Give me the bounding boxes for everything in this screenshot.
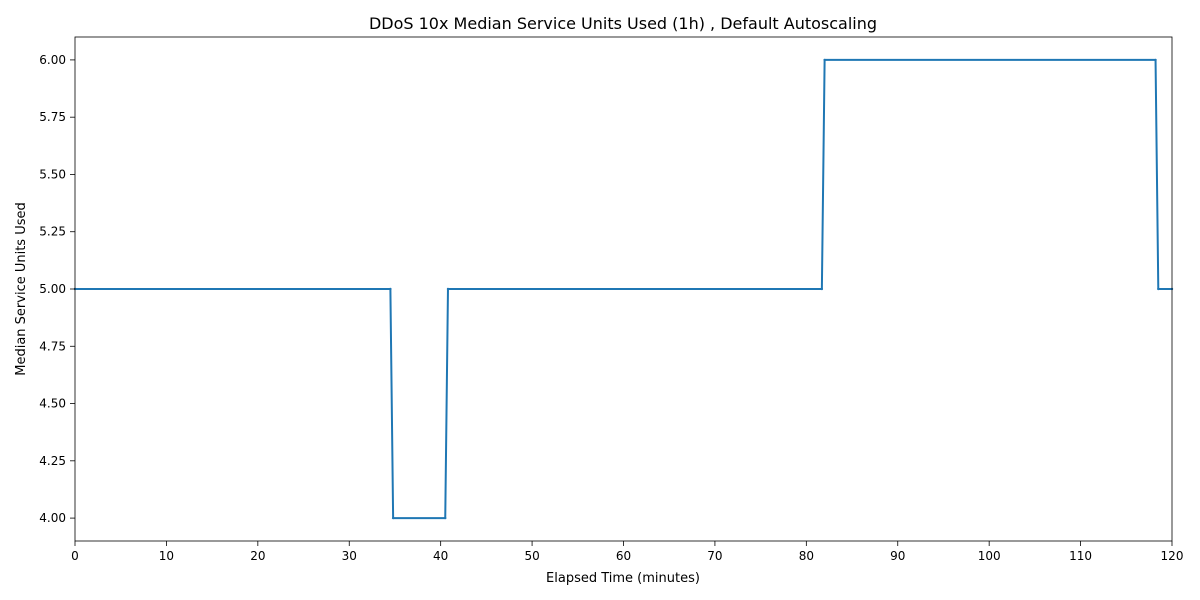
- y-tick-label: 5.00: [39, 282, 66, 296]
- x-tick-label: 100: [978, 549, 1001, 563]
- y-tick-label: 5.25: [39, 225, 66, 239]
- plot-area: [73, 58, 1174, 520]
- y-tick-label: 4.00: [39, 511, 66, 525]
- x-tick-label: 30: [342, 549, 357, 563]
- x-tick-label: 10: [159, 549, 174, 563]
- y-tick-label: 5.75: [39, 110, 66, 124]
- x-tick-label: 0: [71, 549, 79, 563]
- x-tick-label: 70: [707, 549, 722, 563]
- y-tick-label: 4.25: [39, 454, 66, 468]
- y-tick-label: 6.00: [39, 53, 66, 67]
- data-point: [444, 516, 447, 520]
- x-tick-label: 20: [250, 549, 265, 563]
- data-point: [823, 58, 826, 62]
- x-tick-label: 120: [1161, 549, 1184, 563]
- chart-title: DDoS 10x Median Service Units Used (1h) …: [369, 14, 877, 33]
- x-tick-label: 40: [433, 549, 448, 563]
- data-point: [820, 287, 824, 291]
- y-tick-label: 5.50: [39, 167, 66, 181]
- axes: 0 10 20 30 40 50 60 70 80 90 100 110 120 4.00 4.25 4.50…: [39, 36, 1184, 563]
- x-tick-label: 80: [799, 549, 814, 563]
- series-line-0: [75, 58, 1172, 520]
- y-tick-label: 4.75: [39, 339, 66, 353]
- x-tick-label: 90: [890, 549, 905, 563]
- data-point: [389, 287, 392, 291]
- data-point: [391, 516, 395, 520]
- x-tick-label: 60: [616, 549, 631, 563]
- y-tick-label: 4.50: [39, 397, 66, 411]
- data-point: [446, 287, 450, 291]
- data-point: [1157, 287, 1160, 291]
- y-axis-label: Median Service Units Used: [14, 202, 29, 376]
- x-axis-label: Elapsed Time (minutes): [546, 571, 700, 586]
- x-tick-label: 50: [524, 549, 539, 563]
- data-point: [1154, 58, 1157, 62]
- x-tick-label: 110: [1069, 549, 1092, 563]
